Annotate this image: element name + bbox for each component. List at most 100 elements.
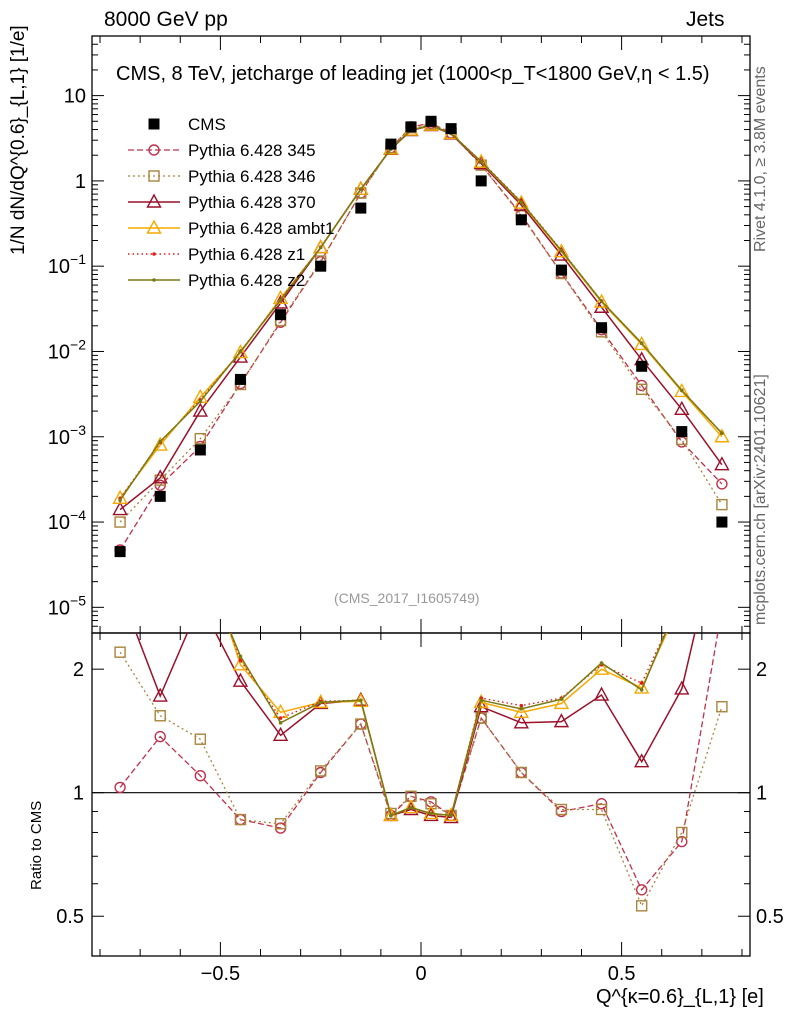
ratio-point-z1 — [238, 658, 243, 663]
main-point-p346 — [635, 383, 648, 396]
main-line-p345 — [119, 122, 723, 551]
ratio-point-z2 — [559, 697, 564, 701]
ratio-point-z1 — [158, 531, 162, 535]
ratio-point-p346 — [355, 718, 367, 730]
cms-data-point — [154, 490, 166, 502]
ratio-point-z2 — [409, 805, 413, 810]
ratio-point-z2 — [429, 811, 433, 816]
legend: CMS Pythia 6.428 345 Pythia 6.428 346 Pythi… — [128, 115, 334, 290]
ratio-point-p370 — [272, 726, 289, 741]
ratio-point-z2 — [158, 527, 162, 531]
cms-data-point — [315, 260, 327, 272]
ratio-point-p345 — [717, 604, 727, 614]
main-point-p345 — [716, 478, 728, 490]
ratio-point-p370 — [114, 584, 127, 596]
rivet-label: Rivet 4.1.0, ≥ 3.8M events — [752, 66, 769, 252]
main-line-p346 — [119, 123, 723, 523]
ratio-line-z2 — [230, 633, 667, 817]
main-point-p370 — [714, 456, 730, 471]
main-point-ambt1 — [232, 344, 249, 359]
main-point-p370 — [513, 196, 529, 211]
main-point-z2 — [599, 299, 604, 303]
ratio-y-tick-label-left: 0.5 — [56, 906, 84, 928]
main-point-ambt1 — [353, 180, 369, 195]
ratio-point-p370 — [593, 686, 610, 701]
main-point-ambt1 — [633, 335, 650, 351]
main-point-z2 — [158, 439, 163, 444]
main-point-ambt1 — [272, 289, 289, 305]
main-point-ambt1 — [593, 293, 610, 308]
cms-data-point — [636, 360, 648, 372]
ratio-point-p345 — [154, 730, 166, 743]
main-point-p370 — [192, 402, 209, 417]
ratio-point-p346 — [194, 733, 207, 745]
cms-data-point — [425, 115, 437, 127]
ratio-point-ambt1 — [403, 799, 419, 814]
ratio-point-z1 — [680, 595, 684, 599]
main-point-ambt1 — [674, 382, 690, 398]
legend-entry-p370: Pythia 6.428 370 — [128, 193, 316, 212]
main-point-z2 — [238, 349, 243, 354]
ratio-point-p370 — [194, 596, 207, 608]
cms-data-point — [445, 123, 457, 135]
ratio-point-z2 — [720, 364, 724, 368]
ratio-point-p346 — [716, 701, 728, 713]
ratio-series-p370 — [114, 584, 696, 824]
ratio-line-p370 — [135, 633, 696, 819]
ratio-point-p346 — [154, 710, 166, 722]
main-point-ambt1 — [112, 489, 128, 504]
y-tick-label: 10−3 — [48, 422, 86, 449]
main-point-z2 — [198, 399, 203, 404]
main-y-axis-label: 1/N dN/dQ^{0.6}_{L,1} [1/e] — [8, 25, 29, 255]
ratio-series-p346 — [114, 646, 728, 912]
cms-data-point — [555, 264, 567, 276]
main-point-ambt1 — [152, 436, 168, 451]
main-series-cms — [114, 115, 728, 558]
ratio-point-z2 — [599, 661, 604, 665]
ratio-point-z1 — [720, 364, 724, 368]
y-tick-label: 10−5 — [48, 592, 86, 619]
ratio-point-z1 — [118, 535, 122, 539]
y-tick-label: 10−1 — [48, 251, 86, 278]
ratio-point-z2 — [318, 700, 323, 705]
cms-data-point — [355, 202, 367, 214]
x-axis-label: Q^{κ=0.6}_{L,1} [e] — [596, 986, 764, 1008]
ratio-point-p370 — [553, 713, 570, 728]
ratio-point-p370 — [443, 809, 459, 824]
legend-label-cms: CMS — [188, 115, 226, 134]
main-panel-frame: 10−5 10−4 10−3 10−2 10−1 1 10 — [48, 35, 751, 634]
main-point-p346 — [716, 498, 728, 511]
main-point-ambt1 — [714, 428, 730, 443]
ratio-point-p370 — [674, 680, 690, 695]
y-tick-label: 10 — [64, 86, 86, 108]
ratio-point-p370 — [232, 672, 249, 687]
chart-title: CMS, 8 TeV, jetcharge of leading jet (10… — [116, 63, 710, 85]
y-tick-exponent: −5 — [70, 592, 86, 608]
ratio-point-ambt1 — [593, 660, 610, 675]
x-tick-label: 0 — [415, 963, 426, 985]
ratio-point-z2 — [278, 721, 283, 725]
ratio-point-p345 — [676, 835, 688, 848]
cms-data-point — [596, 322, 608, 334]
y-tick-exponent: −4 — [70, 507, 86, 523]
y-tick-exponent: −1 — [70, 251, 86, 267]
ratio-point-p346 — [314, 765, 327, 777]
ratio-point-p346 — [234, 813, 247, 826]
y-tick-label: 1 — [75, 171, 86, 193]
legend-marker-z2 — [152, 278, 156, 282]
cms-data-point — [114, 546, 126, 558]
y-tick-label: 10−2 — [48, 336, 86, 363]
ratio-point-z2 — [680, 592, 684, 596]
cms-data-point — [275, 309, 287, 321]
x-tick-label: −0.5 — [201, 963, 240, 985]
ratio-y-tick-label-right: 2 — [756, 659, 767, 681]
ratio-y-tick-label-left: 2 — [73, 659, 84, 681]
ratio-y-tick-label-right: 1 — [756, 783, 767, 805]
ratio-point-ambt1 — [715, 375, 728, 387]
ratio-point-p346 — [274, 818, 287, 830]
ratio-point-ambt1 — [675, 593, 688, 605]
legend-marker-z1 — [152, 252, 156, 256]
main-point-p346 — [194, 432, 207, 445]
ratio-point-z2 — [238, 654, 243, 659]
header-right: Jets — [686, 8, 725, 31]
